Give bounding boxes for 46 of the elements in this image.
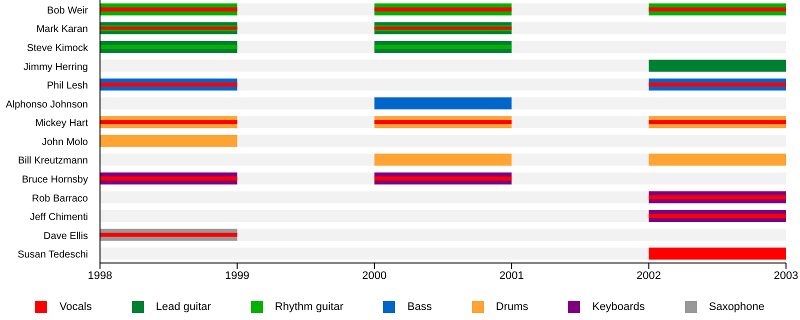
bar xyxy=(648,120,786,124)
bar xyxy=(100,176,238,180)
y-tick-label: Bruce Hornsby xyxy=(22,174,88,186)
y-tick-label: Susan Tedeschi xyxy=(18,250,88,261)
legend-label: Keyboards xyxy=(592,301,645,313)
bar xyxy=(100,120,238,124)
bar xyxy=(648,154,786,166)
legend-label: Rhythm guitar xyxy=(274,301,344,313)
y-tick-label: Jeff Chimenti xyxy=(30,212,88,224)
y-tick-label: Jimmy Herring xyxy=(24,62,88,73)
legend-label: Lead guitar xyxy=(156,301,211,313)
bar xyxy=(648,248,786,260)
bar xyxy=(374,120,512,124)
y-tick-label: Phil Lesh xyxy=(46,80,88,92)
x-tick-label: 2001 xyxy=(499,270,524,282)
bar xyxy=(100,232,238,237)
y-tick-label: Dave Ellis xyxy=(44,230,88,242)
bar xyxy=(374,176,512,180)
y-tick-label: Alphonso Johnson xyxy=(6,99,88,110)
y-tick-label: Mark Karan xyxy=(36,24,88,36)
y-tick-label: Steve Kimock xyxy=(26,42,89,54)
y-tick-label: Bob Weir xyxy=(47,5,89,16)
x-tick-label: 1998 xyxy=(88,270,112,282)
legend-label: Vocals xyxy=(59,301,92,313)
y-tick-label: Rob Barraco xyxy=(32,193,88,204)
x-tick-label: 2002 xyxy=(636,270,662,282)
bar xyxy=(648,214,786,218)
y-tick-label: Mickey Hart xyxy=(35,118,88,130)
bar xyxy=(100,82,238,87)
y-tick-label: Bill Kreutzmann xyxy=(18,156,88,167)
bar xyxy=(374,154,512,166)
bar xyxy=(100,134,238,147)
legend-label: Saxophone xyxy=(708,301,765,313)
bar xyxy=(100,7,238,12)
bar xyxy=(648,195,786,200)
x-tick-label: 2000 xyxy=(362,270,387,282)
x-tick-label: 1999 xyxy=(224,270,250,282)
x-tick-label: 2003 xyxy=(774,270,798,282)
y-tick-label: John Molo xyxy=(42,136,88,148)
bar xyxy=(648,60,786,72)
bar xyxy=(374,97,512,110)
bar xyxy=(374,7,512,12)
bar xyxy=(648,82,786,87)
legend-label: Drums xyxy=(496,301,528,313)
bar xyxy=(648,7,786,12)
legend-label: Bass xyxy=(407,301,432,313)
